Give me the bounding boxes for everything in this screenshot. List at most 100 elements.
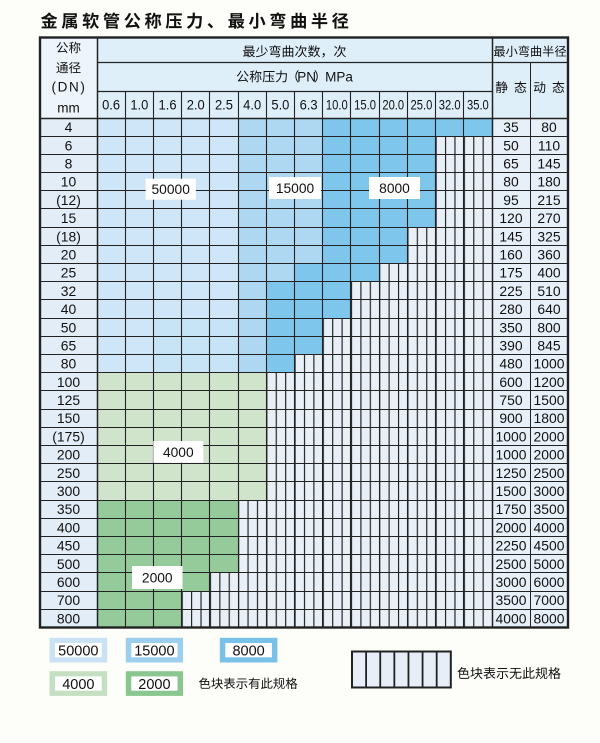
svg-text:175: 175 xyxy=(499,265,522,281)
svg-text:225: 225 xyxy=(499,283,522,299)
svg-text:800: 800 xyxy=(57,610,80,626)
svg-text:15000: 15000 xyxy=(134,643,174,659)
svg-text:65: 65 xyxy=(503,155,519,171)
svg-text:8000: 8000 xyxy=(232,643,264,659)
svg-text:8000: 8000 xyxy=(534,610,565,626)
svg-text:110: 110 xyxy=(538,137,560,153)
svg-text:160: 160 xyxy=(499,246,522,262)
svg-text:6: 6 xyxy=(65,137,73,153)
svg-text:(12): (12) xyxy=(56,192,81,208)
svg-text:600: 600 xyxy=(499,374,522,390)
svg-text:1250: 1250 xyxy=(496,465,527,481)
svg-text:2000: 2000 xyxy=(138,677,170,693)
svg-text:120: 120 xyxy=(499,210,522,226)
svg-text:6.3: 6.3 xyxy=(300,97,318,112)
svg-text:35: 35 xyxy=(503,119,519,135)
svg-text:(DN): (DN) xyxy=(52,80,87,95)
svg-text:50: 50 xyxy=(503,137,519,153)
svg-text:350: 350 xyxy=(57,501,80,517)
svg-text:10.0: 10.0 xyxy=(326,97,348,112)
svg-text:32.0: 32.0 xyxy=(439,97,461,112)
svg-text:280: 280 xyxy=(499,301,522,317)
svg-text:3000: 3000 xyxy=(496,574,527,590)
svg-text:360: 360 xyxy=(537,246,560,262)
svg-text:4.0: 4.0 xyxy=(243,97,261,112)
svg-text:15.0: 15.0 xyxy=(354,97,376,112)
svg-text:2000: 2000 xyxy=(534,447,565,463)
svg-text:8000: 8000 xyxy=(379,181,410,196)
svg-text:2500: 2500 xyxy=(534,465,565,481)
svg-text:270: 270 xyxy=(537,210,560,226)
svg-text:125: 125 xyxy=(57,392,80,408)
svg-text:215: 215 xyxy=(537,192,560,208)
svg-text:325: 325 xyxy=(537,228,560,244)
svg-text:7000: 7000 xyxy=(534,592,565,608)
svg-text:4000: 4000 xyxy=(534,519,565,535)
svg-text:250: 250 xyxy=(57,465,80,481)
svg-text:25: 25 xyxy=(61,265,77,281)
svg-text:390: 390 xyxy=(499,337,522,353)
svg-text:1.0: 1.0 xyxy=(130,97,148,112)
svg-text:100: 100 xyxy=(57,374,80,390)
svg-text:5000: 5000 xyxy=(534,556,565,572)
svg-text:800: 800 xyxy=(537,319,560,335)
svg-text:3500: 3500 xyxy=(534,501,565,517)
svg-text:0.6: 0.6 xyxy=(102,97,120,112)
svg-text:2250: 2250 xyxy=(496,538,527,554)
svg-text:1000: 1000 xyxy=(534,356,565,372)
svg-text:65: 65 xyxy=(61,337,77,353)
svg-text:4000: 4000 xyxy=(62,677,94,693)
svg-text:15000: 15000 xyxy=(276,181,315,196)
svg-text:200: 200 xyxy=(57,447,80,463)
svg-text:700: 700 xyxy=(57,592,80,608)
svg-text:400: 400 xyxy=(57,519,80,535)
svg-text:4000: 4000 xyxy=(163,445,194,460)
svg-text:500: 500 xyxy=(57,556,80,572)
svg-text:150: 150 xyxy=(57,410,80,426)
svg-text:2500: 2500 xyxy=(496,556,527,572)
svg-text:50000: 50000 xyxy=(58,643,98,659)
svg-text:1800: 1800 xyxy=(534,410,565,426)
svg-text:1500: 1500 xyxy=(534,392,565,408)
svg-text:600: 600 xyxy=(57,574,80,590)
svg-text:2.0: 2.0 xyxy=(187,97,205,112)
svg-text:35.0: 35.0 xyxy=(467,97,489,112)
svg-text:845: 845 xyxy=(537,337,560,353)
svg-text:1200: 1200 xyxy=(534,374,565,390)
svg-text:50: 50 xyxy=(61,319,77,335)
svg-text:900: 900 xyxy=(499,410,522,426)
svg-text:80: 80 xyxy=(541,119,557,135)
svg-text:80: 80 xyxy=(503,174,519,190)
svg-text:15: 15 xyxy=(61,210,77,226)
svg-text:480: 480 xyxy=(499,356,522,372)
svg-text:3500: 3500 xyxy=(496,592,527,608)
svg-text:40: 40 xyxy=(61,301,77,317)
svg-text:450: 450 xyxy=(57,538,80,554)
svg-text:4000: 4000 xyxy=(496,610,527,626)
svg-text:20: 20 xyxy=(61,246,77,262)
svg-text:32: 32 xyxy=(61,283,77,299)
svg-text:180: 180 xyxy=(537,174,560,190)
svg-text:20.0: 20.0 xyxy=(382,97,404,112)
svg-text:1750: 1750 xyxy=(496,501,527,517)
svg-text:1.6: 1.6 xyxy=(159,97,177,112)
svg-text:750: 750 xyxy=(499,392,522,408)
svg-text:1000: 1000 xyxy=(496,428,527,444)
svg-text:mm: mm xyxy=(57,100,80,115)
svg-text:2000: 2000 xyxy=(142,570,173,585)
svg-text:95: 95 xyxy=(503,192,519,208)
svg-text:(175): (175) xyxy=(52,428,84,444)
svg-text:(18): (18) xyxy=(56,228,81,244)
svg-text:25.0: 25.0 xyxy=(411,97,433,112)
svg-text:3000: 3000 xyxy=(534,483,565,499)
svg-text:2000: 2000 xyxy=(496,519,527,535)
svg-text:4: 4 xyxy=(65,119,73,135)
svg-text:350: 350 xyxy=(499,319,522,335)
svg-text:1500: 1500 xyxy=(496,483,527,499)
svg-text:145: 145 xyxy=(537,155,560,171)
svg-text:5.0: 5.0 xyxy=(271,97,289,112)
svg-text:400: 400 xyxy=(537,265,560,281)
svg-text:145: 145 xyxy=(499,228,522,244)
svg-text:510: 510 xyxy=(537,283,560,299)
svg-text:4500: 4500 xyxy=(534,538,565,554)
